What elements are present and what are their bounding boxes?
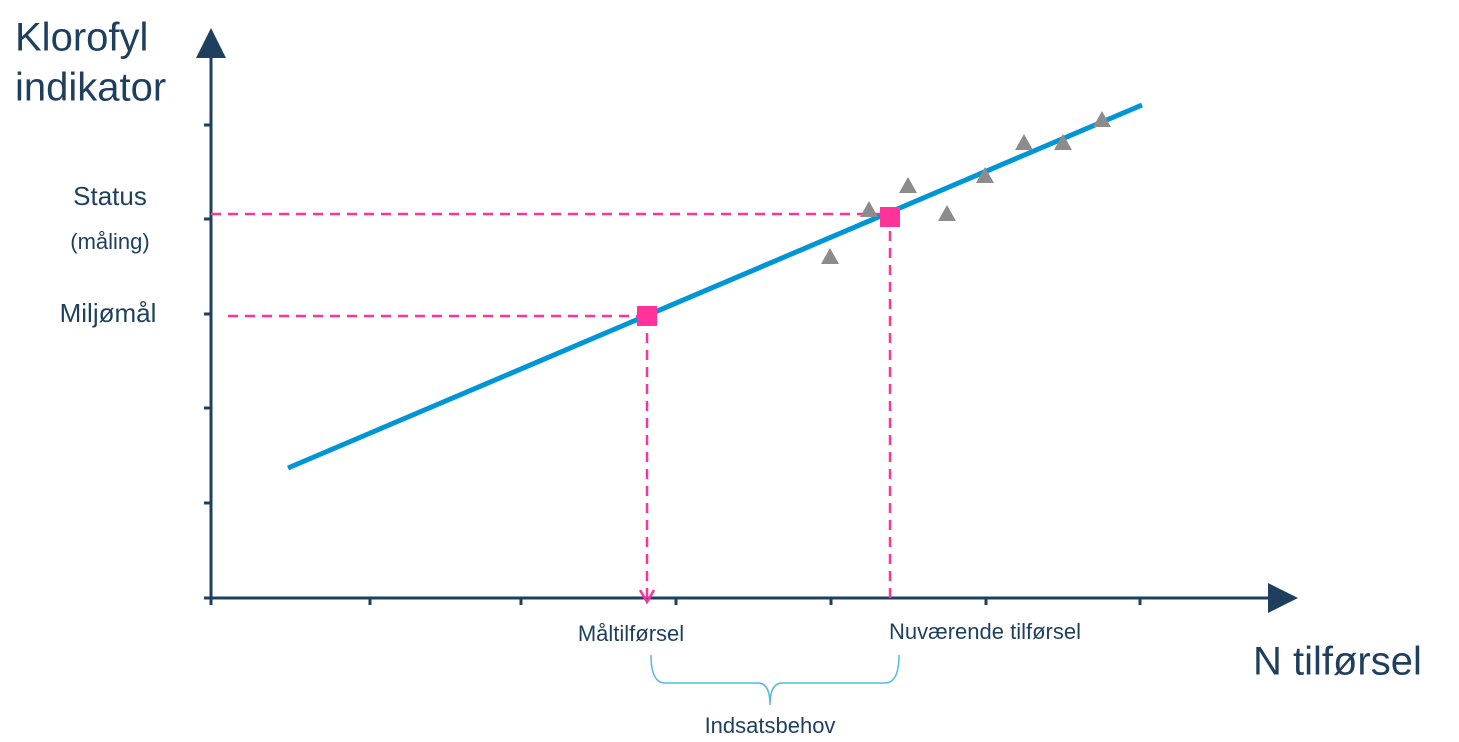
y-axis-label: Klorofyl bbox=[15, 16, 148, 60]
x-ticks bbox=[209, 598, 1142, 605]
target-input-label: Måltilførsel bbox=[578, 621, 684, 646]
gap-label: Indsatsbehov bbox=[705, 713, 836, 738]
status-note: (måling) bbox=[70, 229, 149, 254]
brace bbox=[650, 654, 900, 706]
observations bbox=[821, 111, 1111, 264]
x-axis-label: N tilførsel bbox=[1253, 640, 1422, 684]
trend-line bbox=[287, 102, 1143, 471]
current-input-label: Nuværende tilførsel bbox=[889, 619, 1081, 644]
target-arrow bbox=[638, 589, 656, 605]
y-axis-label: indikator bbox=[15, 66, 166, 110]
y-ticks bbox=[204, 123, 211, 600]
status-point bbox=[880, 207, 900, 227]
target-point bbox=[637, 306, 657, 326]
guides bbox=[211, 212, 892, 598]
status-label: Status bbox=[73, 181, 147, 211]
target-label: Miljømål bbox=[60, 298, 157, 328]
axes bbox=[196, 28, 1298, 613]
